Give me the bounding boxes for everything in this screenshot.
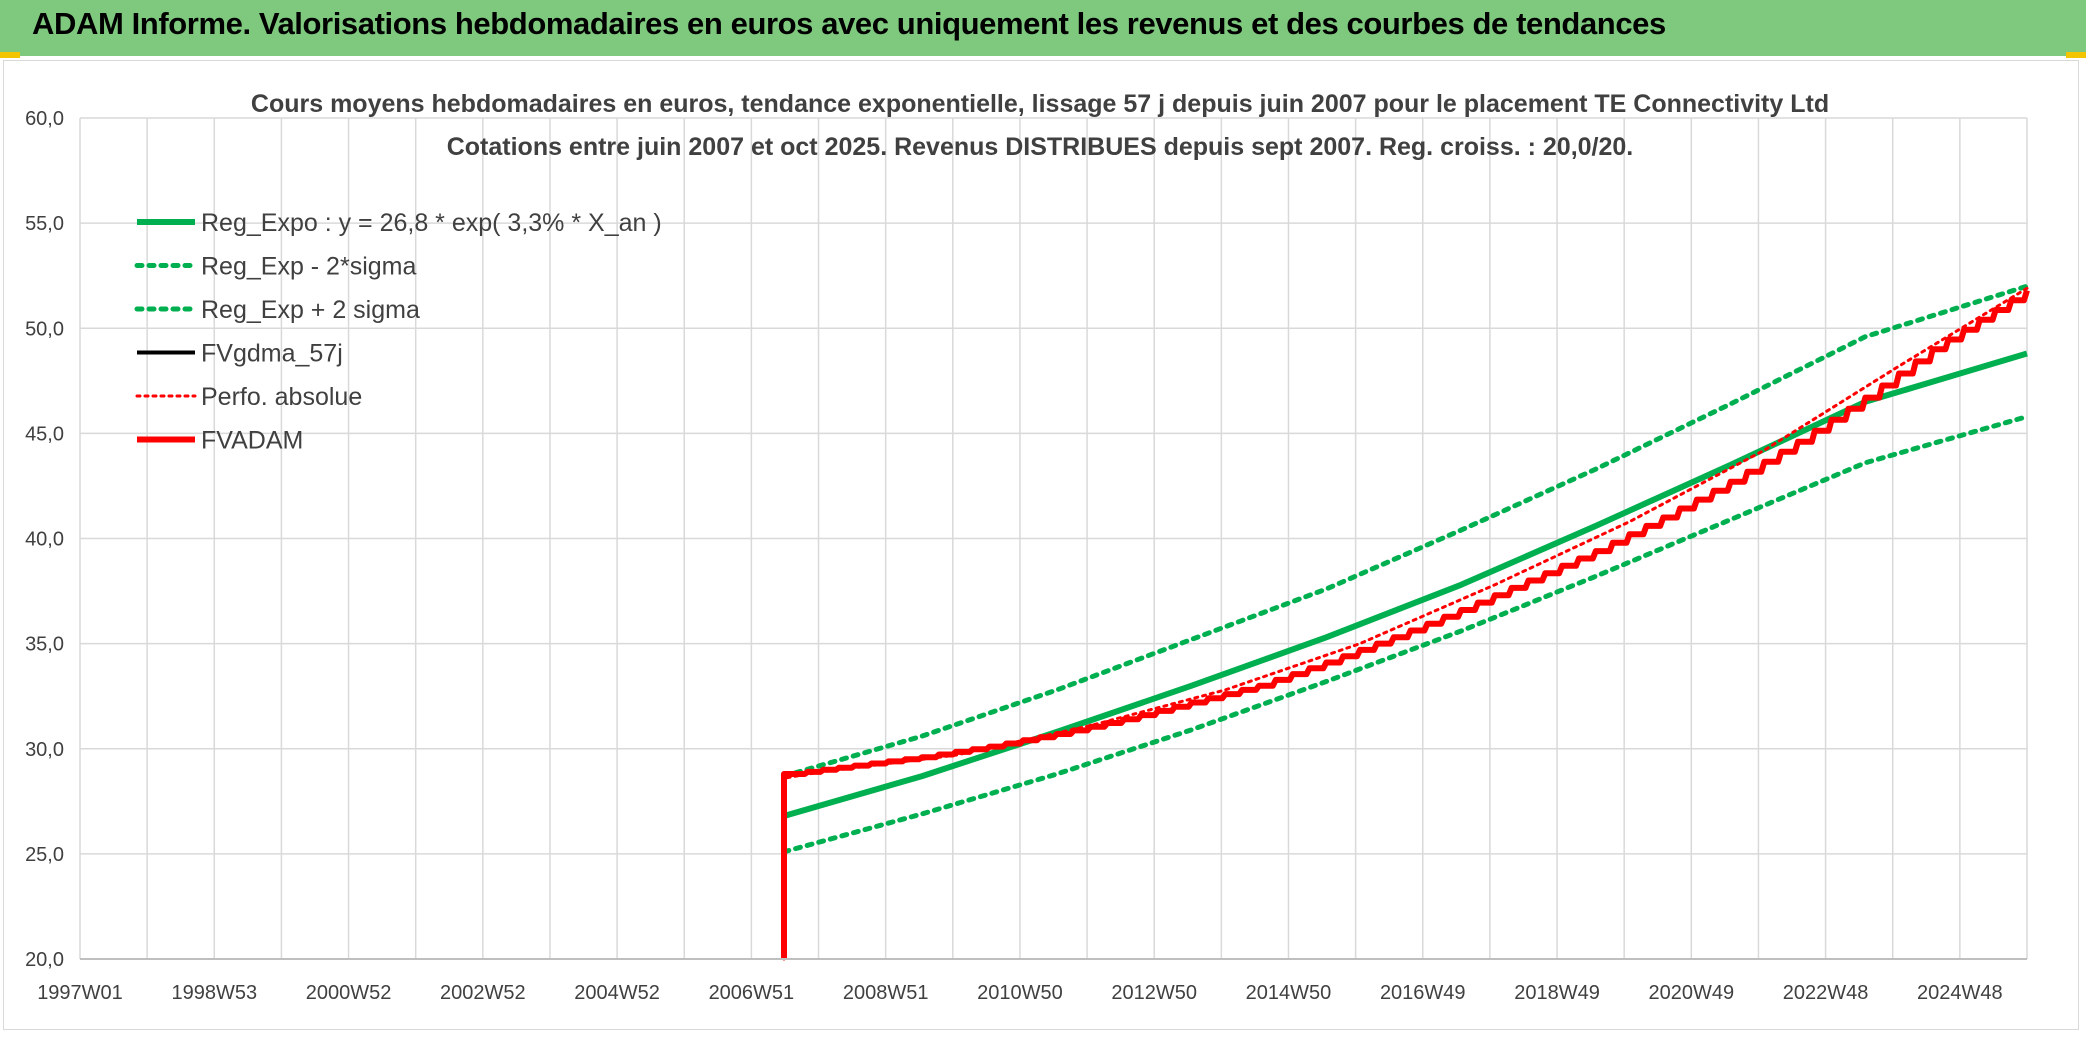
series-line-1 <box>781 414 2030 855</box>
x-tick-label: 2016W49 <box>1380 982 1466 1004</box>
report-title: ADAM Informe. Valorisations hebdomadaire… <box>32 6 1666 41</box>
x-tick-label: 2004W52 <box>574 982 660 1004</box>
x-tick-label: 2010W50 <box>977 982 1063 1004</box>
chart-frame <box>3 60 2079 1030</box>
legend-label-2: Reg_Exp + 2 sigma <box>201 296 420 324</box>
y-tick-label: 55,0 <box>25 213 64 235</box>
series-line-5 <box>781 289 2030 959</box>
x-tick-label: 2014W50 <box>1246 982 1332 1004</box>
axes: 20,0 25,0 30,0 35,0 40,0 45,0 50,0 55,0 60,0 1997… <box>25 108 2027 1004</box>
x-tick-label: 2000W52 <box>306 982 392 1004</box>
report-banner: ADAM Informe. Valorisations hebdomadaire… <box>0 0 2086 56</box>
x-tick-label: 2020W49 <box>1648 982 1734 1004</box>
x-tick-label: 2022W48 <box>1783 982 1869 1004</box>
y-tick-label: 30,0 <box>25 739 64 761</box>
x-tick-label: 2008W51 <box>843 982 929 1004</box>
chart-subtitle: Cotations entre juin 2007 et oct 2025. R… <box>447 133 1634 161</box>
corner-mark-left <box>0 52 20 58</box>
legend-label-5: FVADAM <box>201 427 303 455</box>
grid <box>79 117 2028 960</box>
y-tick-label: 25,0 <box>25 844 64 866</box>
y-tick-label: 35,0 <box>25 634 64 656</box>
series-line-0 <box>783 350 2028 819</box>
corner-mark-right <box>2066 52 2086 58</box>
y-tick-label: 45,0 <box>25 423 64 445</box>
series <box>781 283 2030 961</box>
y-tick-label: 40,0 <box>25 529 64 551</box>
legend-label-4: Perfo. absolue <box>201 383 362 411</box>
series-line-4 <box>782 286 2029 961</box>
legend-label-0: Reg_Expo : y = 26,8 * exp( 3,3% * X_an ) <box>201 209 662 237</box>
y-tick-label: 50,0 <box>25 318 64 340</box>
x-tick-label: 2024W48 <box>1917 982 2003 1004</box>
legend-label-3: FVgdma_57j <box>201 340 343 368</box>
x-tick-label: 1998W53 <box>171 982 257 1004</box>
x-tick-label: 2012W50 <box>1111 982 1197 1004</box>
y-tick-label: 60,0 <box>25 108 64 130</box>
series-line-2 <box>781 283 2030 779</box>
x-tick-label: 2018W49 <box>1514 982 1600 1004</box>
y-tick-label: 20,0 <box>25 949 64 971</box>
chart-titles: Cours moyens hebdomadaires en euros, ten… <box>251 90 1829 161</box>
x-tick-label: 1997W01 <box>37 982 123 1004</box>
legend: Reg_Expo : y = 26,8 * exp( 3,3% * X_an )… <box>134 209 662 455</box>
x-tick-label: 2006W51 <box>709 982 795 1004</box>
x-tick-label: 2002W52 <box>440 982 526 1004</box>
legend-label-1: Reg_Exp - 2*sigma <box>201 253 416 281</box>
chart-title: Cours moyens hebdomadaires en euros, ten… <box>251 90 1829 118</box>
